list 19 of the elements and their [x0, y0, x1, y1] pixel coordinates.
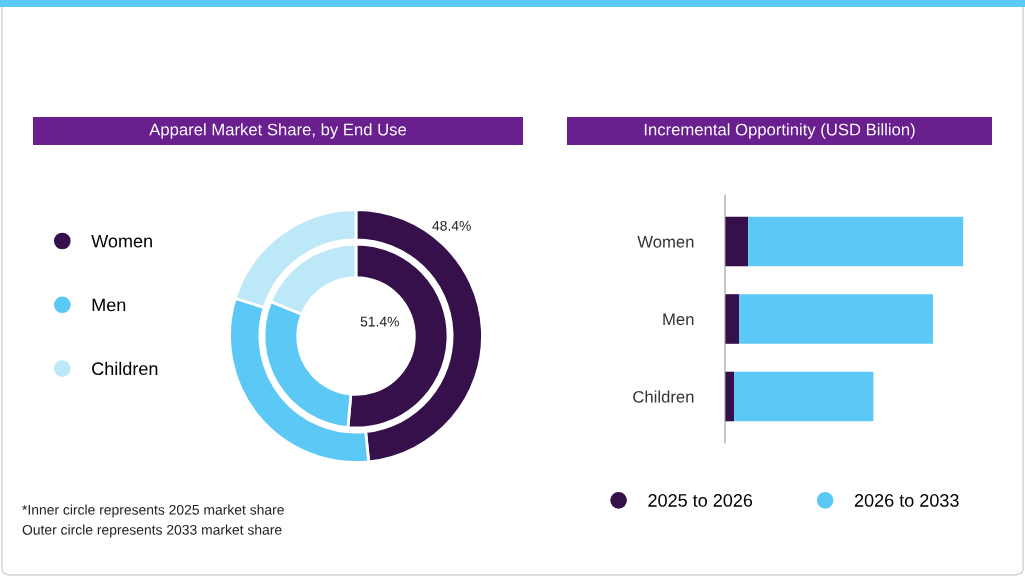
chart-title: Incremental Opportinity (USD Billion): [644, 123, 915, 139]
legend-label: Women: [91, 234, 152, 248]
chart-title: Apparel Market Share, by End Use: [149, 123, 407, 139]
bar: [748, 216, 964, 267]
bar: [739, 294, 933, 344]
legend-label: Children: [92, 361, 158, 376]
y-tick-label: Men: [663, 313, 694, 326]
bar: [725, 216, 749, 267]
bar: [734, 371, 874, 422]
legend-label: Men: [92, 298, 126, 312]
bar: [725, 294, 740, 344]
y-tick-label: Children: [633, 390, 694, 403]
text: *Inner circle represents 2025 market share: [22, 504, 284, 518]
y-tick-label: Women: [637, 236, 694, 248]
text: Outer circle represents 2033 market share: [22, 524, 282, 538]
legend-label: 2025 to 2026: [648, 494, 753, 507]
legend-label: 2026 to 2033: [854, 494, 959, 507]
data-label: 48.4%: [432, 220, 471, 231]
data-label: 51.4%: [360, 316, 399, 327]
